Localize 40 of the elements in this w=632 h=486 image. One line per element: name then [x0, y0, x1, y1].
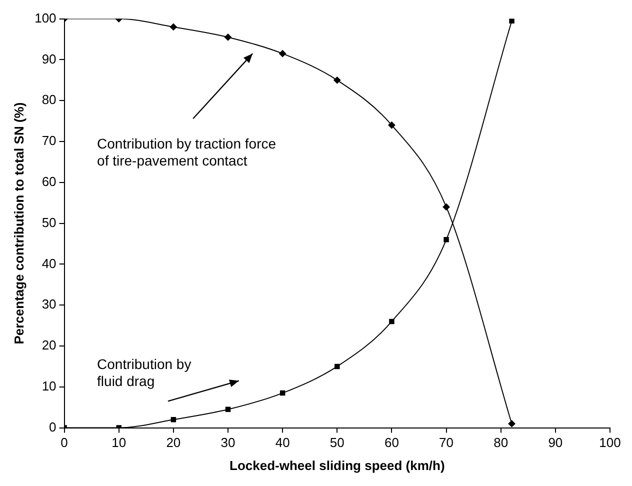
point: [444, 237, 449, 242]
x-tick-label: 10: [112, 435, 126, 450]
x-tick-label: 60: [384, 435, 399, 450]
x-tick-label: 30: [220, 435, 236, 450]
y-tick-label: 80: [42, 92, 56, 108]
point: [388, 122, 396, 129]
y-tick-label: 0: [49, 419, 56, 434]
x-tick-label: 90: [548, 435, 563, 450]
y-tick-label: 100: [34, 10, 56, 26]
point: [279, 50, 286, 58]
annotation: Contribution by fluid drag: [97, 356, 192, 390]
point: [334, 364, 340, 370]
x-tick-label: 70: [439, 435, 454, 450]
point: [334, 76, 341, 84]
x-tick-label: 50: [330, 435, 344, 450]
point: [509, 18, 514, 24]
y-tick-label: 60: [42, 174, 56, 189]
annotation: Contribution by traction force of tire-pavement contact: [97, 135, 276, 168]
x-tick-label: 40: [275, 435, 290, 450]
point: [170, 23, 177, 30]
x-tick-label: 20: [166, 435, 181, 450]
point: [389, 318, 394, 324]
y-tick-label: 40: [42, 256, 56, 271]
point: [508, 420, 516, 428]
point: [170, 417, 176, 422]
y-tick-label: 90: [42, 51, 56, 66]
y-tick-label: 10: [42, 378, 56, 394]
x-tick-label: 100: [599, 435, 621, 450]
y-tick-label: 30: [42, 296, 56, 312]
y-tick-label: 20: [42, 338, 56, 353]
x-tick-label: 80: [494, 435, 508, 450]
x-axis-title: Locked-wheel sliding speed (km/h): [230, 458, 445, 473]
point: [280, 390, 286, 396]
y-axis-title: Percentage contribution to total SN (%): [11, 102, 26, 344]
y-tick-label: 50: [42, 214, 56, 230]
y-tick-label: 70: [42, 133, 56, 148]
x-tick-label: 0: [60, 435, 68, 450]
point: [224, 34, 232, 41]
point: [442, 203, 450, 210]
point: [225, 406, 231, 412]
